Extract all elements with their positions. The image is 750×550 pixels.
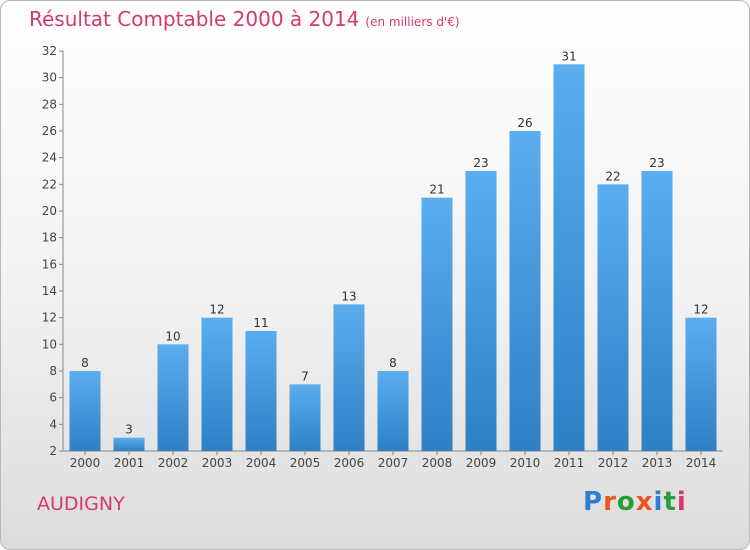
logo-letter: P	[583, 487, 604, 517]
logo-letter: i	[676, 487, 687, 517]
x-tick-label: 2006	[334, 456, 365, 470]
y-tick-label: 24	[42, 151, 57, 165]
x-tick-label: 2002	[158, 456, 189, 470]
y-tick-label: 6	[49, 391, 57, 405]
chart-title: Résultat Comptable 2000 à 2014 (en millie…	[29, 7, 460, 31]
bar-2001	[113, 437, 145, 451]
bar-value-label: 23	[649, 156, 664, 170]
bar-value-label: 12	[209, 303, 224, 317]
commune-name: AUDIGNY	[37, 493, 125, 515]
bar-2010	[509, 131, 541, 451]
bar-value-label: 10	[165, 329, 180, 343]
bar-2014	[685, 317, 717, 451]
x-tick-label: 2014	[686, 456, 717, 470]
bar-value-label: 31	[561, 49, 576, 63]
bar-2009	[465, 171, 497, 451]
x-tick-label: 2008	[422, 456, 453, 470]
x-tick-label: 2010	[510, 456, 541, 470]
x-tick-label: 2000	[70, 456, 101, 470]
bar-2006	[333, 304, 365, 451]
y-tick-label: 18	[42, 231, 57, 245]
y-tick-label: 16	[42, 257, 57, 271]
y-tick-label: 4	[49, 417, 57, 431]
bar-2011	[553, 64, 585, 452]
y-tick-label: 8	[49, 364, 57, 378]
x-tick-label: 2007	[378, 456, 409, 470]
bar-value-label: 11	[253, 316, 268, 330]
bar-value-label: 8	[389, 356, 397, 370]
y-tick-label: 14	[42, 284, 57, 298]
x-tick-label: 2012	[598, 456, 629, 470]
y-tick-label: 28	[42, 97, 57, 111]
y-tick-label: 10	[42, 337, 57, 351]
proxiti-logo: Proxiti	[583, 487, 687, 517]
y-tick-label: 32	[42, 44, 57, 58]
logo-letter: r	[603, 487, 617, 517]
bar-2005	[289, 384, 321, 451]
bar-2012	[597, 184, 629, 452]
chart-subtitle: (en milliers d'€)	[365, 15, 460, 29]
y-tick-label: 2	[49, 444, 57, 458]
chart-title-text: Résultat Comptable 2000 à 2014	[29, 7, 360, 31]
y-tick-label: 26	[42, 124, 57, 138]
logo-letter: x	[635, 487, 654, 517]
bar-value-label: 3	[125, 423, 133, 437]
y-tick-label: 30	[42, 71, 57, 85]
x-tick-label: 2004	[246, 456, 277, 470]
y-tick-label: 22	[42, 177, 57, 191]
bar-value-label: 12	[693, 303, 708, 317]
bar-value-label: 7	[301, 369, 309, 383]
logo-letter: i	[653, 487, 664, 517]
bar-value-label: 23	[473, 156, 488, 170]
bar-2003	[201, 317, 233, 451]
x-tick-label: 2005	[290, 456, 321, 470]
y-tick-label: 20	[42, 204, 57, 218]
bar-value-label: 26	[517, 116, 532, 130]
bar-value-label: 21	[429, 183, 444, 197]
logo-letter: o	[616, 487, 636, 517]
bar-2013	[641, 171, 673, 451]
y-tick-label: 12	[42, 311, 57, 325]
bar-value-label: 8	[81, 356, 89, 370]
bar-2007	[377, 371, 409, 451]
bar-value-label: 22	[605, 169, 620, 183]
x-tick-label: 2013	[642, 456, 673, 470]
bar-value-label: 13	[341, 289, 356, 303]
bar-2008	[421, 197, 453, 451]
x-tick-label: 2009	[466, 456, 497, 470]
bar-2000	[69, 371, 101, 451]
bar-2004	[245, 331, 277, 451]
x-tick-label: 2011	[554, 456, 585, 470]
x-tick-label: 2003	[202, 456, 233, 470]
logo-letter: t	[663, 487, 677, 517]
x-tick-label: 2001	[114, 456, 145, 470]
bar-2002	[157, 344, 189, 451]
